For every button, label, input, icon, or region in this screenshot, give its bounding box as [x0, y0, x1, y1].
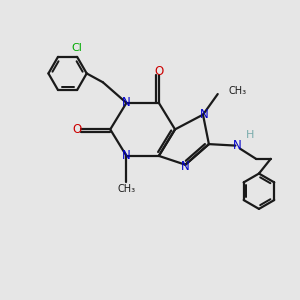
Text: O: O	[154, 65, 164, 78]
Text: CH₃: CH₃	[228, 86, 246, 96]
Text: N: N	[122, 96, 131, 110]
Text: CH₃: CH₃	[117, 184, 136, 194]
Text: N: N	[232, 139, 241, 152]
Text: N: N	[200, 108, 209, 121]
Text: N: N	[181, 160, 190, 173]
Text: O: O	[73, 123, 82, 136]
Text: Cl: Cl	[72, 43, 83, 53]
Text: N: N	[122, 149, 131, 162]
Text: H: H	[246, 130, 254, 140]
